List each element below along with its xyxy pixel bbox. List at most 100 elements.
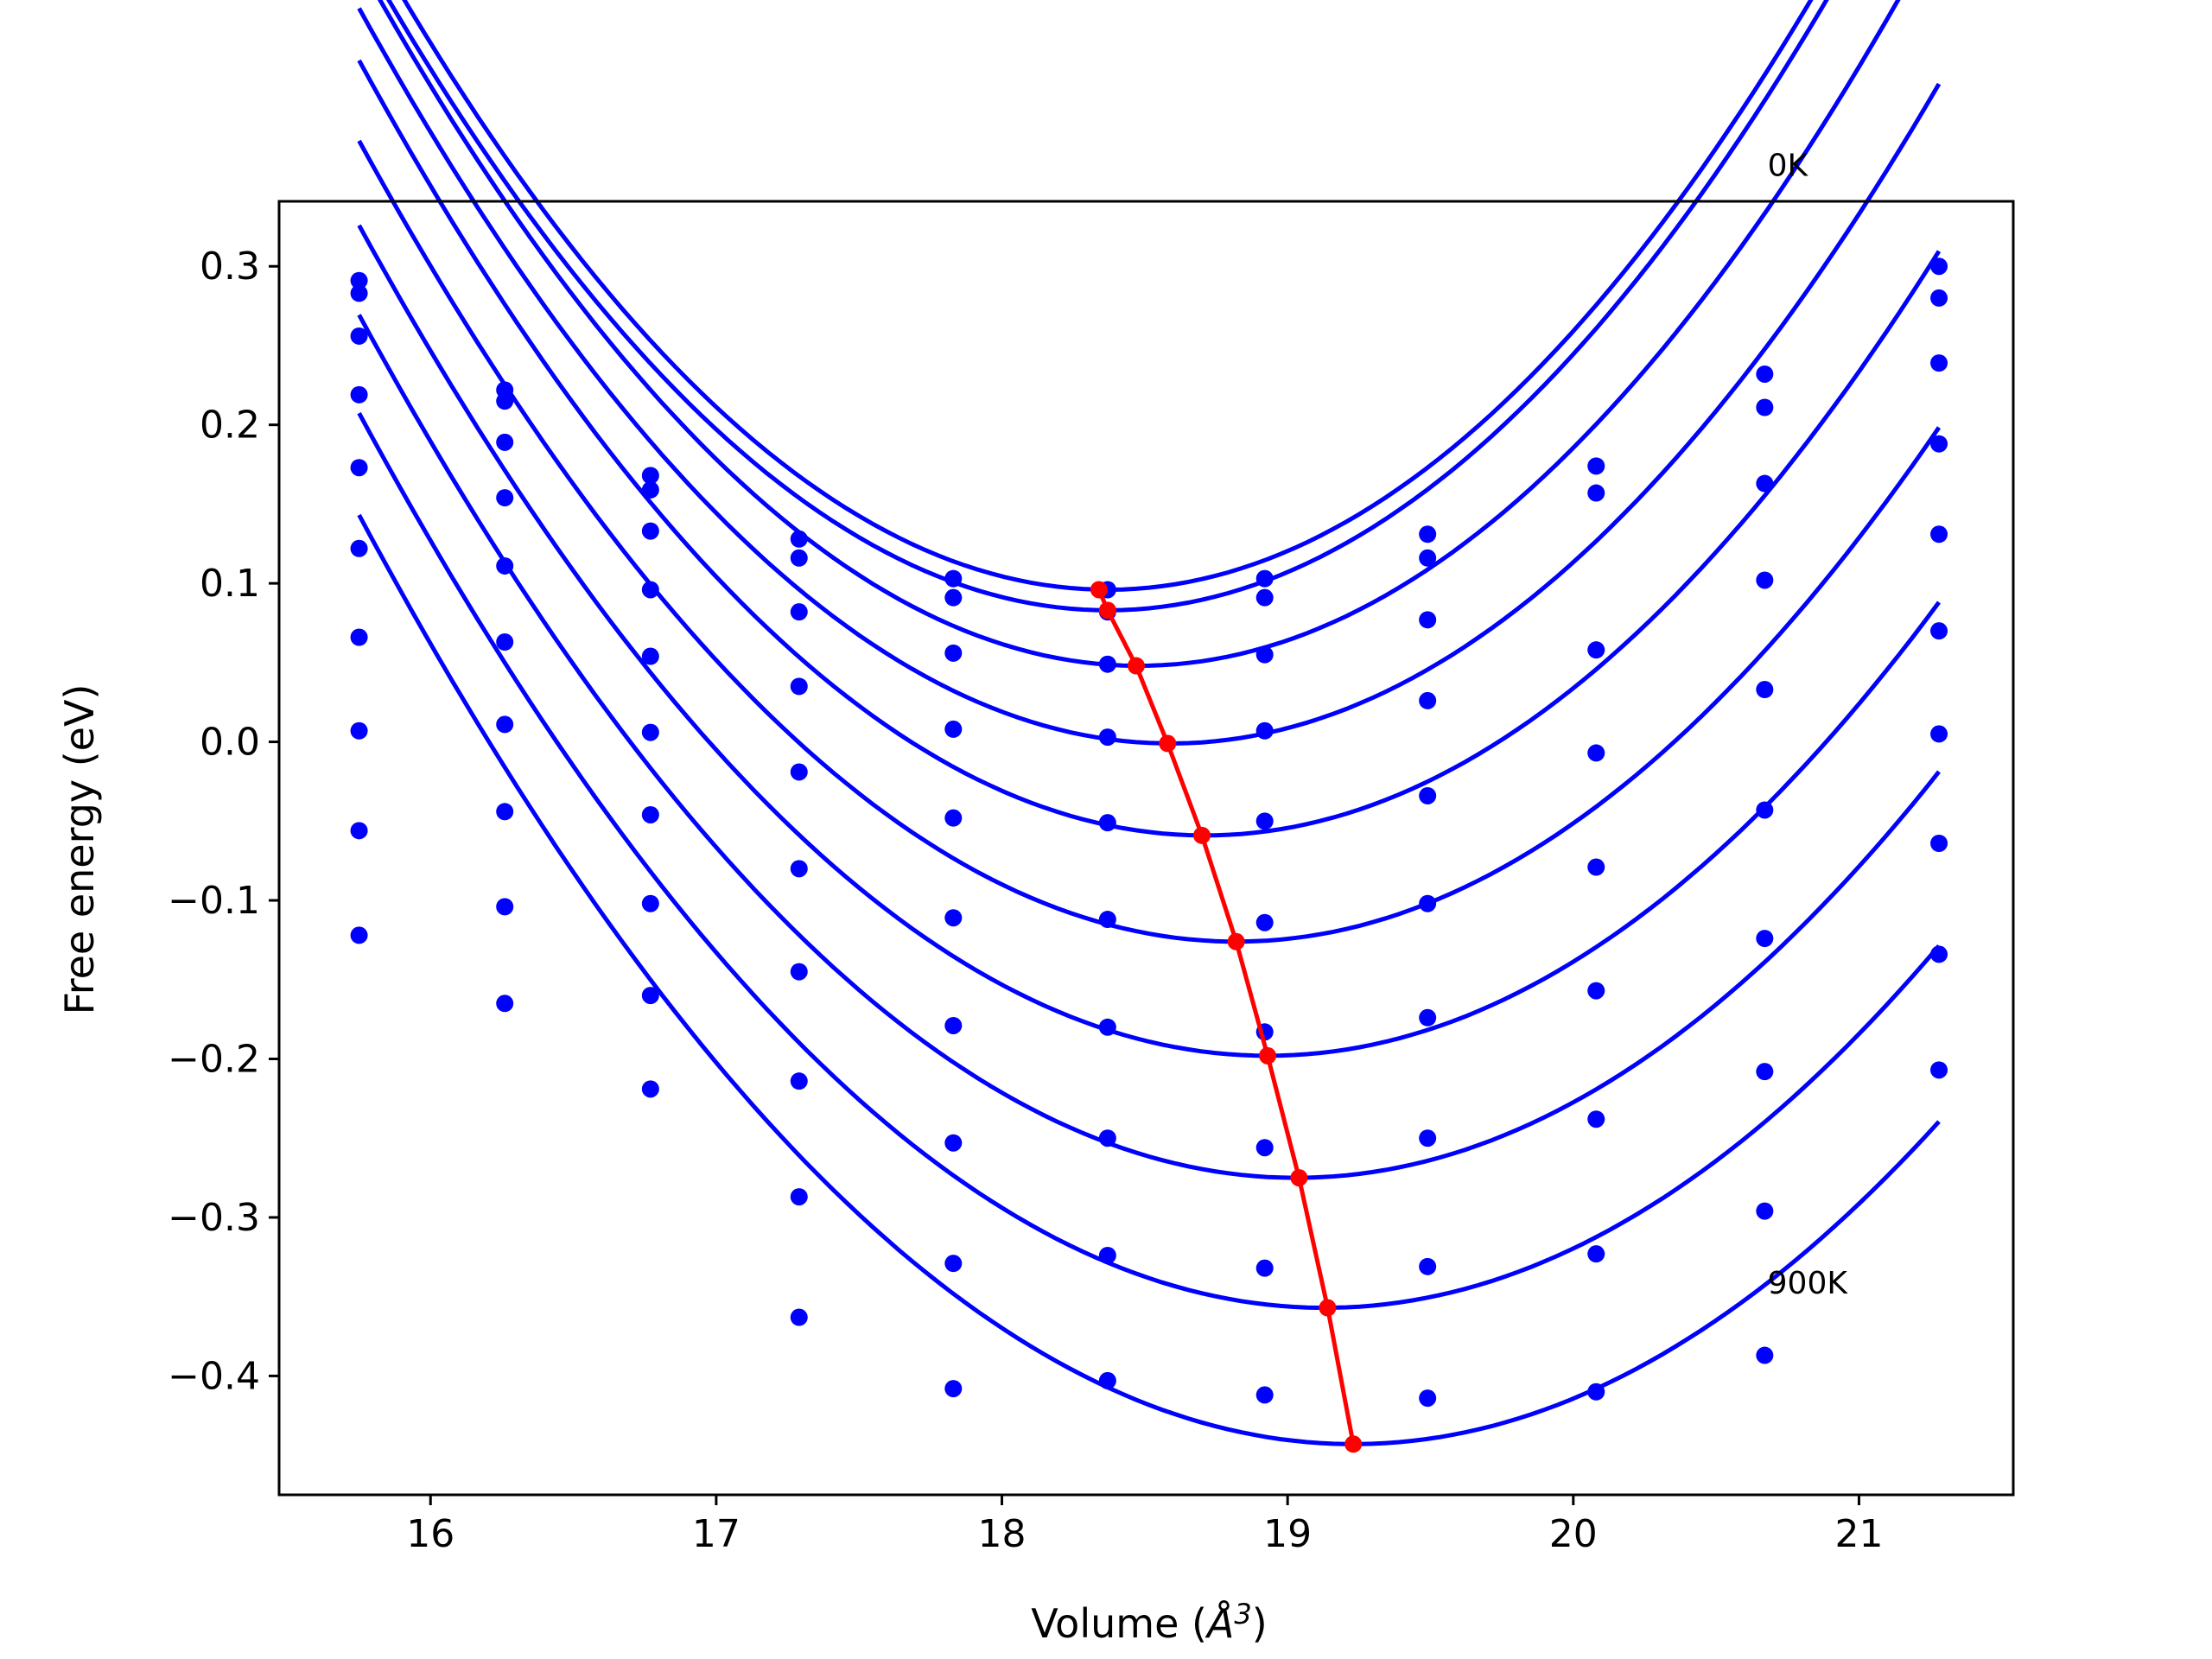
data-point xyxy=(1756,474,1774,493)
data-point xyxy=(944,569,963,588)
data-point xyxy=(1930,725,1948,743)
minima-point xyxy=(1159,734,1177,753)
data-point xyxy=(1930,1061,1948,1079)
data-point xyxy=(1587,1245,1605,1263)
data-point xyxy=(1419,611,1437,629)
data-point xyxy=(350,459,368,477)
data-point xyxy=(1419,786,1437,804)
data-point xyxy=(641,581,659,599)
data-point xyxy=(641,467,659,485)
x-tick-label: 21 xyxy=(1834,1512,1883,1556)
data-point xyxy=(1098,1246,1116,1264)
data-point xyxy=(641,480,659,499)
x-tick-label: 17 xyxy=(692,1512,741,1556)
data-point xyxy=(1587,457,1605,475)
data-point xyxy=(1255,1139,1274,1157)
data-point xyxy=(496,898,514,916)
y-tick-label: 0.0 xyxy=(200,721,260,765)
data-point xyxy=(496,633,514,652)
data-point xyxy=(1756,1063,1774,1081)
minima-point xyxy=(1090,581,1108,599)
data-point xyxy=(790,549,808,567)
data-point xyxy=(790,677,808,696)
data-point xyxy=(1756,398,1774,416)
y-axis-label: Free energy (eV) xyxy=(56,684,103,1015)
data-point xyxy=(1587,641,1605,659)
data-point xyxy=(1098,728,1116,747)
data-point xyxy=(1255,913,1274,931)
data-point xyxy=(1098,1371,1116,1389)
data-point xyxy=(1930,622,1948,640)
fit-curve-900K xyxy=(357,513,1941,1446)
data-point xyxy=(1587,744,1605,762)
data-point xyxy=(496,715,514,734)
data-point xyxy=(944,1255,963,1273)
data-point xyxy=(1255,588,1274,607)
data-point xyxy=(790,603,808,621)
data-point xyxy=(1587,982,1605,1000)
data-point xyxy=(1756,801,1774,819)
data-point xyxy=(1419,525,1437,543)
data-point xyxy=(1587,1110,1605,1128)
y-axis-ticks: 0.3 0.2 0.1 0.0 −0.1 −0.2 −0.3 −0.4 xyxy=(168,245,279,1398)
data-point xyxy=(641,987,659,1005)
data-point xyxy=(641,894,659,912)
data-point xyxy=(790,1308,808,1326)
y-tick-label: 0.1 xyxy=(200,562,260,606)
data-point xyxy=(1756,1346,1774,1364)
fit-curve-100K xyxy=(385,0,1829,613)
data-point xyxy=(1098,911,1116,929)
fit-curve-600K xyxy=(357,224,1942,1058)
data-point xyxy=(944,720,963,738)
data-point xyxy=(350,721,368,740)
y-tick-label: 0.2 xyxy=(200,404,260,448)
data-point xyxy=(1419,1257,1437,1275)
data-point xyxy=(1587,858,1605,876)
data-point xyxy=(1756,365,1774,383)
fit-curve-700K xyxy=(357,314,1941,1180)
data-point xyxy=(350,284,368,302)
x-axis-label: Volume (Å3) xyxy=(1031,1598,1267,1647)
minima-point xyxy=(1344,1435,1363,1453)
x-tick-label: 19 xyxy=(1263,1512,1312,1556)
data-point xyxy=(1255,645,1274,664)
y-tick-label: −0.4 xyxy=(168,1354,260,1398)
data-point xyxy=(1756,930,1774,948)
data-point xyxy=(1255,1386,1274,1404)
minima-point xyxy=(1127,657,1145,675)
minima-point xyxy=(1319,1299,1337,1317)
fit-curve-500K xyxy=(357,139,1942,944)
y-tick-label: −0.2 xyxy=(168,1037,260,1081)
data-point xyxy=(1098,655,1116,673)
minima-point xyxy=(1192,826,1211,844)
data-point xyxy=(1098,1018,1116,1036)
fit-curve-200K xyxy=(377,0,1901,669)
fit-curve-300K xyxy=(357,7,1942,746)
data-point xyxy=(790,1188,808,1206)
y-tick-label: 0.3 xyxy=(200,245,260,289)
data-point xyxy=(944,588,963,607)
fit-curves xyxy=(357,0,1942,1446)
y-tick-label: −0.1 xyxy=(168,879,260,923)
data-point xyxy=(1930,834,1948,852)
minima-point xyxy=(1290,1169,1308,1187)
data-point xyxy=(350,385,368,404)
data-point xyxy=(496,433,514,451)
x-tick-label: 16 xyxy=(406,1512,454,1556)
data-point xyxy=(1098,814,1116,832)
minima-line xyxy=(1090,581,1363,1453)
data-point xyxy=(790,963,808,981)
data-point xyxy=(1756,571,1774,589)
annotations: 0K 900K xyxy=(1768,149,1849,1301)
data-point xyxy=(944,1380,963,1398)
data-point xyxy=(790,860,808,878)
data-point xyxy=(496,392,514,410)
data-point xyxy=(1419,1129,1437,1147)
data-point xyxy=(1255,721,1274,740)
data-point xyxy=(641,522,659,540)
data-point xyxy=(1930,289,1948,307)
data-point xyxy=(1419,894,1437,912)
data-point xyxy=(1255,569,1274,588)
fit-curve-400K xyxy=(357,59,1942,838)
